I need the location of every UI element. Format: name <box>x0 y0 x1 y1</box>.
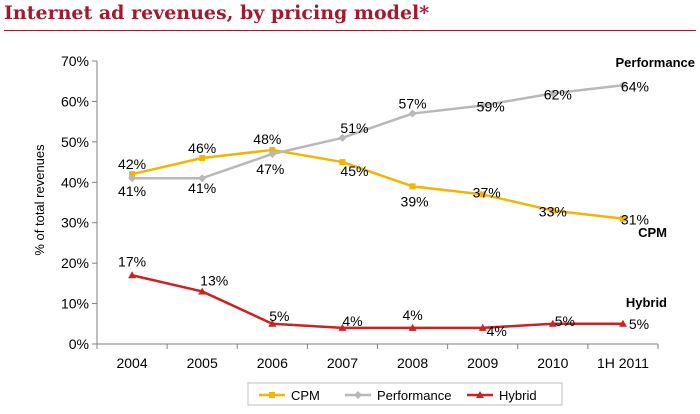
performance-point <box>198 174 207 183</box>
performance-point <box>548 89 557 98</box>
performance-data-label: 62% <box>544 86 572 102</box>
x-tick-label: 2009 <box>467 355 498 371</box>
performance-data-label: 57% <box>399 96 427 112</box>
legend-box <box>247 382 563 406</box>
y-tick-label: 50% <box>61 134 89 150</box>
hybrid-data-label: 5% <box>629 316 649 332</box>
x-tick-label: 2005 <box>187 355 218 371</box>
cpm-data-label: 46% <box>188 140 216 156</box>
cpm-point <box>409 183 416 190</box>
legend: CPM Performance Hybrid <box>247 382 563 406</box>
cpm-data-label: 39% <box>401 193 429 209</box>
hybrid-point <box>128 271 137 279</box>
hybrid-data-label: 4% <box>487 323 507 339</box>
hybrid-data-label: 17% <box>118 253 146 269</box>
legend-marker-cpm <box>269 392 275 398</box>
hybrid-point <box>198 287 207 295</box>
legend-marker-performance <box>354 391 362 399</box>
performance-point <box>478 101 487 110</box>
title-underline <box>4 30 696 31</box>
cpm-point <box>269 146 276 153</box>
y-axis-label: % of total revenues <box>32 144 47 256</box>
performance-point <box>338 133 347 142</box>
y-tick-label: 70% <box>61 53 89 69</box>
legend-marker-hybrid <box>476 391 484 398</box>
x-tick-label: 2004 <box>116 355 147 371</box>
series-lines <box>128 81 627 331</box>
hybrid-point <box>338 323 347 331</box>
y-tick-label: 20% <box>61 255 89 271</box>
axes: 0% 10% 20% 30% 40% 50% 60% 70% 2004 2005 2006 2007 2… <box>61 53 659 371</box>
y-tick-label: 60% <box>61 93 89 109</box>
hybrid-point <box>408 323 417 331</box>
hybrid-data-label: 5% <box>555 313 575 329</box>
x-tick-label: 2008 <box>397 355 428 371</box>
cpm-point <box>339 159 346 166</box>
performance-data-label: 47% <box>256 161 284 177</box>
y-tick-label: 10% <box>61 296 89 312</box>
performance-data-label: 51% <box>340 120 368 136</box>
cpm-point <box>479 191 486 198</box>
performance-data-label: 59% <box>477 98 505 114</box>
x-tick-label: 2007 <box>327 355 358 371</box>
legend-item-cpm: CPM <box>291 388 320 403</box>
cpm-series-label: CPM <box>638 225 667 240</box>
performance-data-label: 41% <box>118 183 146 199</box>
performance-series-label: Performance <box>616 55 695 70</box>
hybrid-line <box>131 274 623 330</box>
cpm-data-label: 45% <box>340 163 368 179</box>
x-tick-label: 2006 <box>257 355 288 371</box>
cpm-line <box>131 148 624 220</box>
chart-title: Internet ad revenues, by pricing model* <box>4 2 430 24</box>
hybrid-data-label: 4% <box>342 313 362 329</box>
performance-point <box>618 81 627 90</box>
hybrid-point <box>618 319 627 327</box>
x-tick-label: 2010 <box>537 355 568 371</box>
legend-item-hybrid: Hybrid <box>499 388 537 403</box>
hybrid-point <box>478 323 487 331</box>
legend-item-performance: Performance <box>377 388 451 403</box>
cpm-point <box>199 155 206 162</box>
cpm-point <box>619 215 626 222</box>
y-tick-label: 40% <box>61 174 89 190</box>
performance-point <box>408 109 417 118</box>
hybrid-series-label: Hybrid <box>626 295 667 310</box>
performance-data-label: 64% <box>621 78 649 94</box>
cpm-data-label: 31% <box>621 212 649 228</box>
cpm-data-label: 37% <box>473 184 501 200</box>
hybrid-point <box>268 319 277 327</box>
y-tick-label: 0% <box>69 336 89 352</box>
cpm-point <box>549 207 556 214</box>
cpm-data-label: 48% <box>253 131 281 147</box>
cpm-data-label: 42% <box>118 156 146 172</box>
performance-data-label: 41% <box>188 180 216 196</box>
cpm-data-label: 33% <box>539 204 567 220</box>
hybrid-point <box>548 319 557 327</box>
hybrid-data-label: 4% <box>402 307 422 323</box>
performance-point <box>268 149 277 158</box>
y-tick-label: 30% <box>61 215 89 231</box>
hybrid-data-label: 5% <box>269 308 289 324</box>
performance-line <box>132 84 624 180</box>
cpm-point <box>129 171 136 178</box>
x-tick-label: 1H 2011 <box>597 355 649 371</box>
hybrid-data-label: 13% <box>200 272 228 288</box>
data-labels: 42% 46% 48% 45% 39% 37% 33% 31% 41% 41% 47% 51% 57% 5… <box>118 55 695 339</box>
performance-point <box>128 174 137 183</box>
